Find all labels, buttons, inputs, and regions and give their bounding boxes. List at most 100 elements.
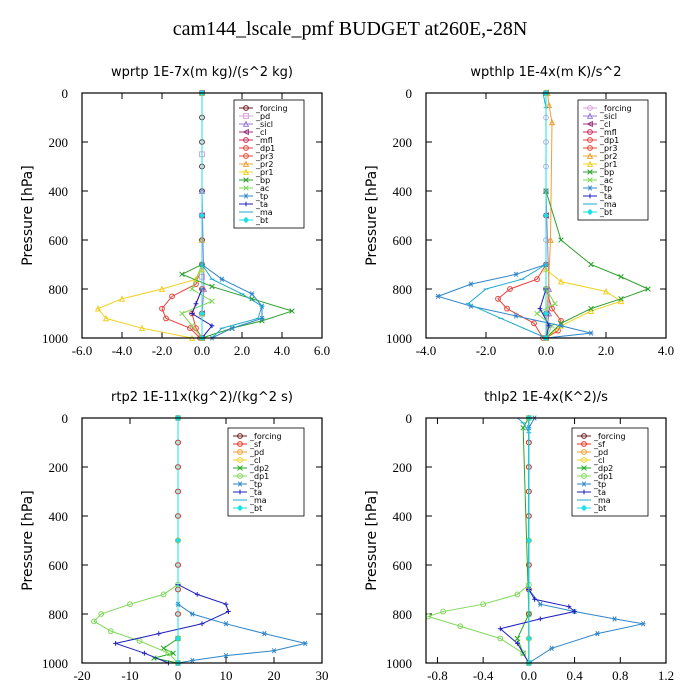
data-point_dp1 (531, 320, 537, 327)
data-point_dp1 (495, 295, 501, 302)
legend-entry: _dp1 (599, 136, 619, 145)
legend-entry: _tp (593, 480, 606, 489)
legend-marker (587, 129, 593, 135)
data-point_tp (513, 313, 519, 319)
data-point_dp2 (170, 650, 176, 656)
legend-marker (586, 160, 594, 167)
data-point_pr1 (94, 305, 102, 312)
data-point_tp (262, 630, 267, 637)
y-tick-label: 200 (49, 460, 69, 475)
legend-marker (242, 120, 250, 127)
y-tick-label: 400 (393, 509, 413, 524)
plot-frame (425, 92, 667, 339)
data-point_tp (223, 621, 229, 627)
legend-entry: _pd (249, 448, 264, 457)
y-tick-label: 600 (393, 558, 413, 573)
legend-entry: _mfl (599, 128, 617, 137)
legend-entry: _ma (249, 496, 267, 505)
legend-marker (581, 441, 587, 447)
data-point_pr2 (545, 101, 553, 109)
x-tick-label: 20 (268, 668, 281, 683)
data-point_ta (199, 621, 205, 627)
data-point_bt (525, 537, 532, 544)
legend-marker (243, 177, 249, 183)
y-axis-label: Pressure [hPa] (20, 165, 36, 265)
legend-marker (587, 169, 593, 175)
y-tick-label: 200 (393, 460, 413, 475)
x-tick-label: -10 (121, 668, 138, 683)
data-point_tp (468, 281, 474, 287)
y-tick-label: 1000 (386, 656, 412, 671)
x-tick-label: 0.4 (566, 668, 583, 683)
legend-entry: _ma (593, 496, 611, 505)
data-point_ta (156, 631, 162, 636)
data-point_bp (558, 237, 564, 243)
legend-entry: _pr3 (599, 144, 617, 153)
x-tick-label: 10 (220, 668, 233, 683)
data-point_ac (189, 322, 195, 329)
legend-marker (581, 457, 587, 463)
data-point_ta (142, 650, 147, 656)
x-axis: -0.8 -0.4 0.0 0.4 0.8 1.2 (427, 418, 674, 683)
y-tick-label: 800 (49, 282, 69, 297)
legend-marker (587, 177, 593, 183)
data-point_ta (193, 301, 199, 307)
data-point_bp (179, 271, 185, 278)
y-tick-label: 400 (49, 184, 69, 199)
legend: _forcing_sf_pd_cl_dp2_dp1_tp_ta_ma_bt (571, 427, 649, 517)
data-point_tp (537, 601, 543, 607)
data-point_ta (226, 609, 231, 614)
plot-frame (425, 417, 667, 664)
legend-marker (237, 473, 243, 479)
x-tick-label: -4.0 (112, 343, 133, 358)
y-tick-label: 600 (49, 558, 69, 573)
panel-rtp2: rtp2 1E-11x(kg^2)/(kg^2 s) Pressure [hPa]… (20, 390, 329, 683)
series-line_tp (201, 93, 263, 339)
legend-entry: _sicl (255, 120, 273, 129)
legend-entry: _cl (593, 456, 605, 465)
y-tick-label: 200 (49, 135, 69, 150)
series-line_dp1 (161, 93, 203, 339)
data-point_ta (572, 609, 577, 614)
data-point_tp (435, 293, 441, 300)
data-point_dp1 (136, 638, 143, 644)
data-point_pr1 (602, 287, 610, 295)
data-point_tp (271, 648, 277, 654)
series-group (91, 414, 308, 667)
data-point_tp (229, 325, 235, 331)
series-group (94, 89, 295, 342)
y-tick-label: 800 (393, 282, 413, 297)
legend-marker (242, 160, 250, 167)
data-point_ta (546, 323, 552, 329)
data-point_tp (190, 657, 195, 664)
legend-entry: _bp (599, 168, 614, 177)
legend-entry: _pr2 (599, 152, 617, 161)
legend-entry: _bt (249, 504, 262, 513)
data-point_ta (497, 626, 503, 632)
y-tick-label: 0 (62, 86, 69, 101)
data-point_ta (537, 306, 543, 311)
x-tick-label: -0.4 (473, 668, 494, 683)
data-point_pr1 (587, 307, 595, 314)
data-point_pr1 (138, 324, 146, 332)
data-point_tp (612, 616, 617, 622)
data-point_tp (249, 291, 255, 297)
legend-entry: _pr1 (599, 160, 617, 169)
y-axis: 0 200 400 600 800 1000 (386, 411, 666, 671)
series-line_tp (177, 418, 306, 664)
data-point_tp (513, 271, 519, 277)
y-tick-label: 0 (62, 411, 69, 426)
legend-box (577, 99, 649, 221)
y-tick-label: 800 (49, 607, 69, 622)
data-point_ta (223, 601, 229, 607)
legend-entry: _cl (599, 120, 611, 129)
legend-marker (581, 465, 587, 471)
legend-entry: _ta (599, 192, 612, 201)
legend-entry: _dp1 (255, 144, 275, 153)
data-point_bt (525, 635, 532, 642)
plot-frame (81, 417, 323, 664)
legend-box (227, 427, 305, 517)
data-point_bt (542, 212, 550, 219)
data-point_tp (588, 330, 594, 336)
data-point_tp (549, 645, 555, 651)
